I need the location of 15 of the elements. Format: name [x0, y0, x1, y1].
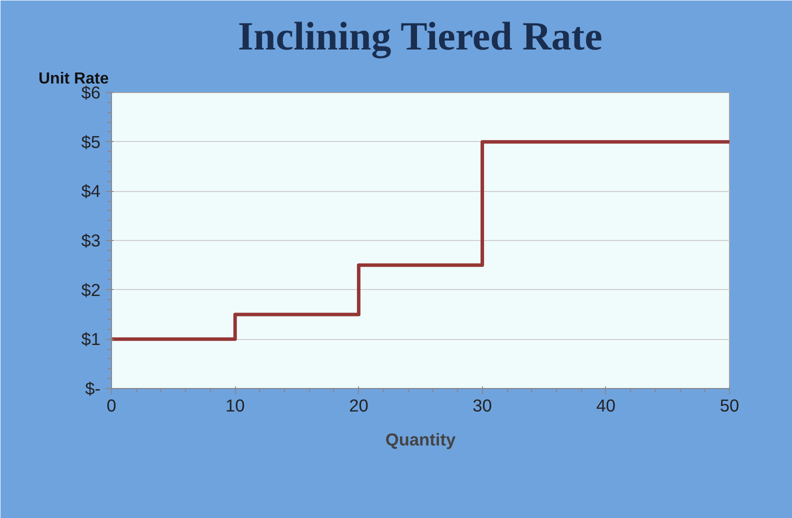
x-tick-label: 0: [106, 396, 116, 416]
y-tick-label: $6: [81, 82, 101, 102]
y-tick-label: $-: [85, 378, 101, 398]
x-tick-label: 20: [349, 396, 368, 416]
x-tick-label: 50: [720, 396, 740, 416]
y-tick-label: $5: [81, 132, 101, 152]
chart-title: Inclining Tiered Rate: [238, 14, 602, 58]
y-tick-label: $3: [81, 230, 101, 250]
x-tick-label: 40: [596, 396, 616, 416]
x-tick-label: 30: [472, 396, 492, 416]
x-axis-title: Quantity: [385, 430, 456, 450]
x-tick-label: 10: [225, 396, 245, 416]
y-tick-label: $1: [81, 329, 101, 350]
y-tick-label: $4: [81, 181, 101, 202]
y-tick-label: $2: [81, 280, 101, 300]
